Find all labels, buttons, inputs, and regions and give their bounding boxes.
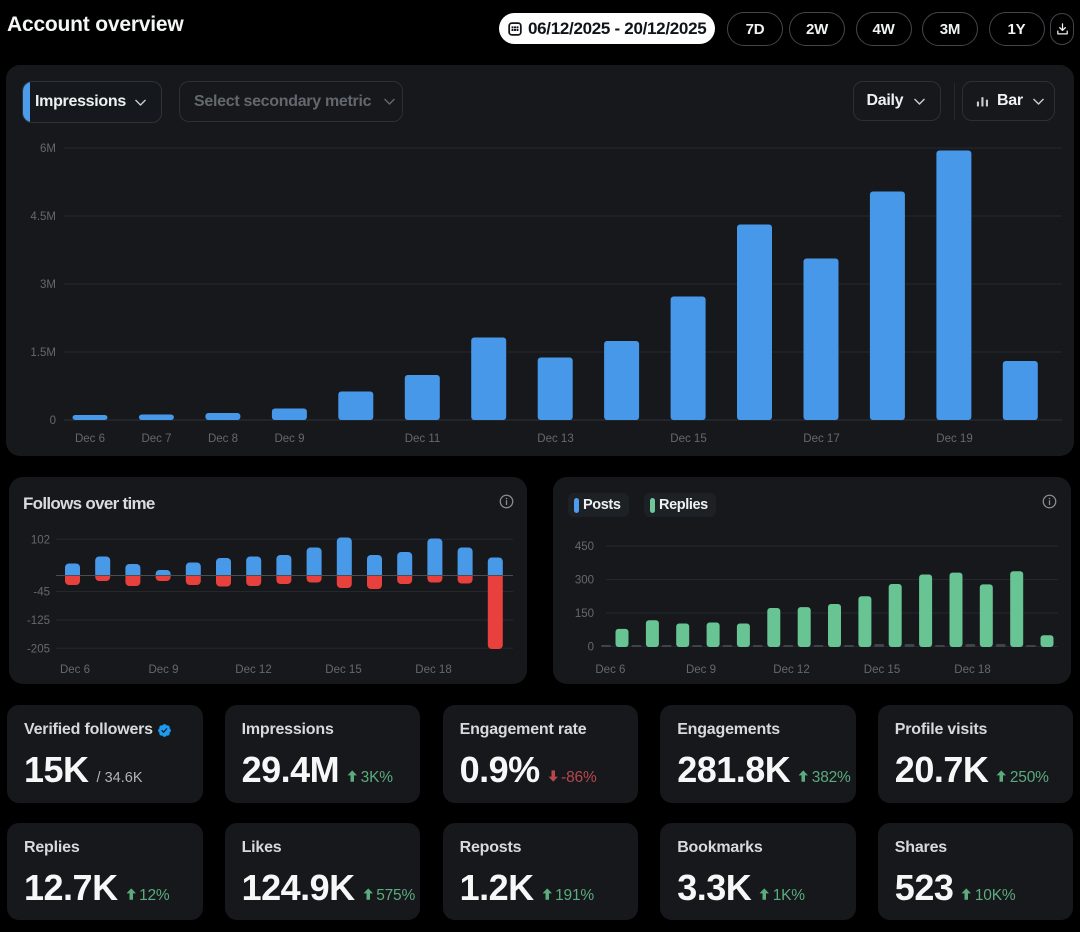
- svg-text:Dec 13: Dec 13: [537, 433, 573, 445]
- svg-text:Dec 11: Dec 11: [405, 433, 441, 445]
- svg-text:Dec 15: Dec 15: [670, 433, 706, 445]
- svg-text:150: 150: [575, 608, 594, 620]
- svg-text:3M: 3M: [40, 279, 56, 291]
- svg-text:-125: -125: [27, 615, 50, 627]
- svg-text:Dec 12: Dec 12: [773, 664, 809, 676]
- svg-text:1.5M: 1.5M: [30, 347, 56, 359]
- svg-text:Dec 17: Dec 17: [803, 433, 839, 445]
- svg-text:Dec 15: Dec 15: [325, 664, 361, 676]
- svg-text:0: 0: [588, 642, 594, 654]
- svg-text:Dec 9: Dec 9: [148, 664, 178, 676]
- svg-text:4.5M: 4.5M: [30, 211, 56, 223]
- svg-text:300: 300: [575, 575, 594, 587]
- svg-text:0: 0: [50, 415, 56, 427]
- svg-text:Dec 6: Dec 6: [595, 664, 625, 676]
- svg-text:Dec 18: Dec 18: [954, 664, 990, 676]
- svg-text:Dec 15: Dec 15: [864, 664, 900, 676]
- svg-text:Dec 9: Dec 9: [686, 664, 716, 676]
- svg-text:-45: -45: [33, 587, 50, 599]
- svg-text:Dec 6: Dec 6: [75, 433, 105, 445]
- svg-text:Dec 12: Dec 12: [235, 664, 271, 676]
- svg-text:Dec 19: Dec 19: [936, 433, 972, 445]
- svg-text:102: 102: [31, 534, 50, 546]
- svg-text:450: 450: [575, 541, 594, 553]
- svg-text:Dec 18: Dec 18: [415, 664, 451, 676]
- svg-text:Dec 7: Dec 7: [141, 433, 171, 445]
- svg-text:Dec 8: Dec 8: [208, 433, 238, 445]
- svg-text:Dec 6: Dec 6: [60, 664, 90, 676]
- svg-text:6M: 6M: [40, 143, 56, 155]
- svg-text:-205: -205: [27, 643, 50, 655]
- svg-text:Dec 9: Dec 9: [274, 433, 304, 445]
